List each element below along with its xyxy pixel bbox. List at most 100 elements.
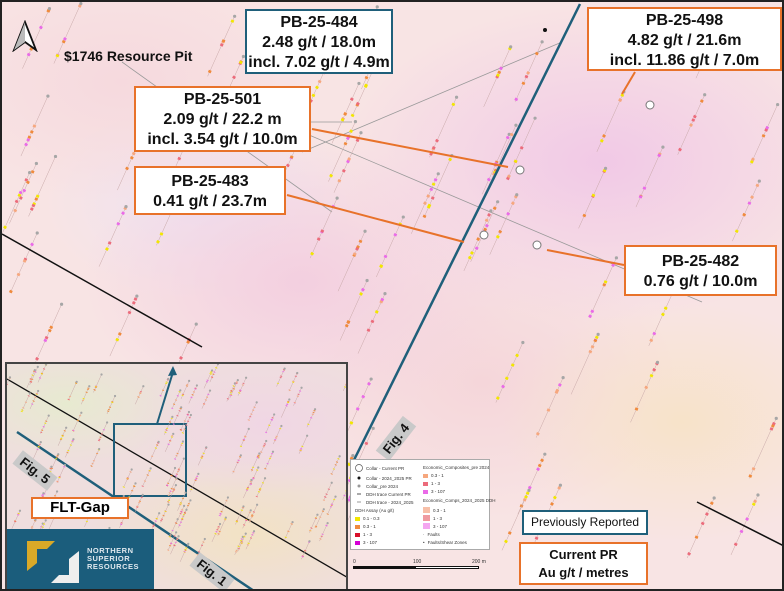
drill-trace bbox=[293, 386, 303, 406]
drill-trace bbox=[264, 413, 276, 434]
drill-trace bbox=[337, 229, 367, 292]
leader-line-483 bbox=[286, 194, 465, 243]
drill-trace bbox=[178, 508, 188, 528]
drill-trace bbox=[506, 116, 537, 181]
drill-trace bbox=[342, 383, 346, 392]
collar-current-pr bbox=[479, 100, 655, 250]
drill-trace bbox=[26, 368, 36, 389]
drill-trace bbox=[229, 379, 239, 399]
drill-trace bbox=[159, 377, 170, 397]
drill-trace bbox=[175, 504, 186, 524]
drill-trace bbox=[20, 392, 31, 413]
intercept-incl: incl. 3.54 g/t / 10.0m bbox=[147, 131, 298, 148]
drill-trace bbox=[276, 367, 286, 387]
drill-trace bbox=[411, 172, 440, 234]
drill-trace bbox=[9, 161, 38, 224]
map-legend: Collar - Current PR Collar - 2024_2025 P… bbox=[350, 459, 496, 550]
drill-trace bbox=[190, 472, 200, 492]
drill-trace bbox=[106, 394, 117, 415]
drill-trace bbox=[127, 482, 137, 502]
drill-trace bbox=[483, 45, 513, 108]
drill-trace bbox=[167, 483, 178, 504]
drill-trace bbox=[20, 94, 50, 157]
northern-superior-logo: NORTHERN SUPERIOR RESOURCES bbox=[7, 529, 154, 589]
drill-trace bbox=[134, 493, 144, 513]
leader-line-501 bbox=[311, 128, 509, 168]
drill-trace bbox=[570, 332, 600, 395]
drill-trace bbox=[247, 401, 258, 421]
drill-trace bbox=[630, 360, 660, 423]
drill-trace bbox=[167, 531, 178, 551]
drill-trace bbox=[201, 389, 212, 409]
drill-trace bbox=[306, 408, 317, 428]
intercept-incl: incl. 11.86 g/t / 7.0m bbox=[609, 52, 760, 69]
drill-trace bbox=[732, 179, 761, 242]
drill-trace bbox=[749, 102, 780, 165]
north-arrow-icon bbox=[12, 20, 38, 52]
drill-trace bbox=[53, 2, 83, 64]
drill-trace bbox=[237, 532, 247, 552]
drill-trace bbox=[239, 427, 250, 448]
drill-trace bbox=[93, 373, 103, 393]
drill-trace bbox=[245, 530, 256, 550]
fault-line bbox=[696, 501, 782, 546]
drill-trace bbox=[179, 542, 190, 562]
drill-trace bbox=[235, 505, 245, 525]
drill-trace bbox=[67, 380, 78, 401]
drill-trace bbox=[98, 205, 128, 267]
drill-trace bbox=[177, 491, 187, 511]
drill-trace bbox=[357, 292, 387, 354]
intercept: 2.48 g/t / 18.0m bbox=[262, 34, 376, 51]
callout-pb-25-484: PB-25-484 2.48 g/t / 18.0m incl. 7.02 g/… bbox=[245, 9, 393, 74]
drill-trace bbox=[280, 398, 291, 418]
drill-trace bbox=[489, 193, 519, 255]
drill-trace bbox=[135, 385, 145, 405]
drill-trace bbox=[309, 513, 319, 533]
collar-2024 bbox=[543, 28, 547, 32]
hole-id: PB-25-484 bbox=[280, 14, 358, 31]
drill-trace bbox=[150, 512, 161, 532]
drill-trace bbox=[164, 432, 175, 453]
drill-trace bbox=[209, 364, 220, 383]
drill-trace bbox=[203, 369, 214, 389]
fig4-section-line bbox=[352, 3, 582, 461]
drill-trace bbox=[80, 385, 91, 405]
drill-trace bbox=[122, 468, 133, 488]
flt-gap-label: FLT-Gap bbox=[31, 497, 129, 519]
drill-trace bbox=[164, 415, 174, 435]
drill-trace bbox=[160, 503, 170, 523]
drill-trace bbox=[243, 478, 253, 499]
drill-trace bbox=[2, 171, 32, 233]
drill-trace bbox=[180, 379, 191, 400]
drill-trace bbox=[141, 467, 152, 488]
hole-id: PB-25-498 bbox=[645, 12, 724, 29]
drill-trace bbox=[181, 413, 193, 434]
drill-trace bbox=[217, 516, 227, 536]
drill-trace bbox=[273, 424, 283, 445]
drill-trace bbox=[232, 454, 242, 474]
drill-trace bbox=[514, 40, 544, 102]
intercept: 4.82 g/t / 21.6m bbox=[627, 32, 742, 49]
drill-trace bbox=[314, 508, 325, 529]
drill-trace bbox=[29, 365, 39, 386]
callout-pb-25-483: PB-25-483 0.41 g/t / 23.7m bbox=[134, 166, 286, 215]
drill-trace bbox=[535, 376, 565, 438]
hole-id: PB-25-482 bbox=[661, 253, 740, 270]
drill-trace bbox=[197, 446, 208, 466]
drill-trace bbox=[248, 503, 259, 523]
drill-trace bbox=[172, 406, 183, 426]
drill-trace bbox=[29, 389, 40, 410]
resource-pit-label: $1746 Resource Pit bbox=[64, 48, 193, 64]
drill-trace bbox=[90, 447, 101, 468]
drill-trace bbox=[174, 457, 185, 477]
drill-trace bbox=[288, 371, 299, 392]
drill-trace bbox=[173, 440, 185, 460]
drill-trace bbox=[257, 439, 268, 460]
drill-trace bbox=[171, 389, 182, 410]
previously-reported-key: Previously Reported bbox=[522, 510, 648, 535]
drill-trace bbox=[748, 416, 778, 479]
drill-trace bbox=[72, 411, 83, 432]
drill-trace bbox=[517, 452, 547, 515]
